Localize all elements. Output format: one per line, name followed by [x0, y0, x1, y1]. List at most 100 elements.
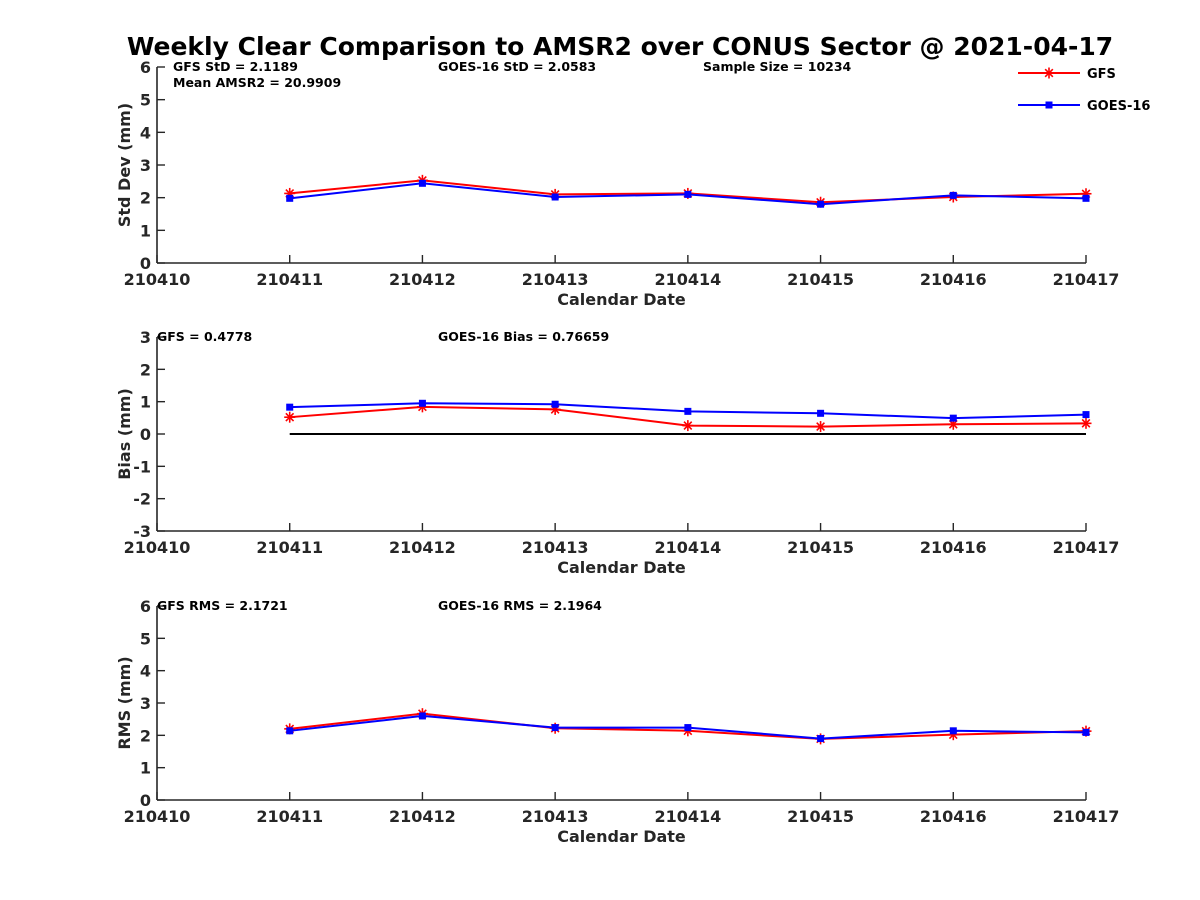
data-point	[284, 411, 296, 423]
x-tick-label: 210416	[920, 270, 987, 289]
annotation-mean: Mean AMSR2 = 20.9909	[173, 75, 341, 90]
data-point	[286, 727, 294, 735]
data-point	[1082, 194, 1090, 202]
x-tick-label: 210413	[522, 270, 589, 289]
data-point	[815, 421, 827, 433]
y-tick-label: -1	[133, 457, 151, 476]
x-tick-label: 210410	[124, 538, 191, 557]
y-tick-label: 5	[140, 91, 151, 110]
data-point	[682, 420, 694, 432]
y-tick-label: 0	[140, 254, 151, 273]
data-point	[551, 400, 559, 408]
x-tick-label: 210414	[654, 807, 721, 826]
y-tick-label: 4	[140, 123, 151, 142]
data-point	[418, 399, 426, 407]
y-tick-label: 6	[140, 597, 151, 616]
data-point-stroke	[683, 421, 693, 431]
x-tick-label: 210416	[920, 807, 987, 826]
annotation-gfs: GFS StD = 2.1189	[173, 59, 298, 74]
x-tick-label: 210417	[1053, 807, 1120, 826]
data-point-stroke	[816, 422, 825, 431]
data-point	[684, 190, 692, 198]
y-tick-label: 5	[140, 629, 151, 648]
y-tick-label: 1	[140, 221, 151, 240]
y-tick-label: -2	[133, 490, 151, 509]
x-tick-label: 210413	[522, 538, 589, 557]
y-tick-label: 2	[140, 189, 151, 208]
x-axis-label: Calendar Date	[557, 558, 686, 577]
y-axis-label: Std Dev (mm)	[115, 103, 134, 227]
y-tick-label: 4	[140, 662, 151, 681]
data-point	[1082, 728, 1090, 736]
data-point	[286, 403, 294, 411]
legend-marker-stroke	[1044, 68, 1054, 78]
data-point	[817, 735, 825, 743]
x-tick-label: 210412	[389, 270, 456, 289]
chart-panel-1: 0 1 2 3 4 5 6 210410 210411 210412 210413 210414 210…	[115, 58, 1119, 309]
y-axis-label: Bias (mm)	[115, 388, 134, 480]
x-tick-label: 210410	[124, 270, 191, 289]
y-tick-label: 6	[140, 58, 151, 77]
data-point	[684, 407, 692, 415]
data-point	[947, 418, 959, 430]
data-point	[1082, 411, 1090, 419]
data-point	[949, 414, 957, 422]
data-point-stroke	[1081, 418, 1091, 428]
x-tick-label: 210411	[256, 807, 323, 826]
data-point	[817, 409, 825, 417]
x-axis-label: Calendar Date	[557, 290, 686, 309]
y-tick-label: 3	[140, 156, 151, 175]
data-point-stroke	[948, 419, 958, 429]
x-tick-label: 210412	[389, 538, 456, 557]
x-tick-label: 210417	[1053, 270, 1120, 289]
data-point	[286, 194, 294, 202]
chart-panel-3: 0 1 2 3 4 5 6 210410 210411 210412 210413 210414 210…	[115, 597, 1119, 846]
chart-panel-2: -3 -2 -1 0 1 2 3 210410 210411 210412 210413 210414…	[115, 328, 1119, 577]
x-tick-label: 210414	[654, 270, 721, 289]
legend-label: GOES-16	[1087, 99, 1150, 114]
y-tick-label: -3	[133, 522, 151, 541]
y-tick-label: 0	[140, 425, 151, 444]
figure-title: Weekly Clear Comparison to AMSR2 over CO…	[127, 32, 1113, 61]
y-axis-label: RMS (mm)	[115, 656, 134, 749]
y-tick-label: 2	[140, 726, 151, 745]
x-tick-label: 210411	[256, 270, 323, 289]
y-tick-label: 1	[140, 393, 151, 412]
legend-label: GFS	[1087, 67, 1116, 82]
annotation-sample: Sample Size = 10234	[703, 59, 852, 74]
y-tick-label: 1	[140, 759, 151, 778]
x-tick-label: 210415	[787, 270, 854, 289]
data-point	[418, 179, 426, 187]
y-tick-label: 0	[140, 791, 151, 810]
y-tick-label: 3	[140, 328, 151, 347]
data-point	[949, 727, 957, 735]
x-tick-label: 210417	[1053, 538, 1120, 557]
x-tick-label: 210415	[787, 807, 854, 826]
annotation-goes: GOES-16 Bias = 0.76659	[438, 329, 609, 344]
x-tick-label: 210412	[389, 807, 456, 826]
series-goes-16	[286, 179, 1090, 208]
y-tick-label: 3	[140, 694, 151, 713]
x-tick-label: 210415	[787, 538, 854, 557]
legend-marker	[1045, 101, 1053, 109]
annotation-goes: GOES-16 StD = 2.0583	[438, 59, 596, 74]
series-goes-16	[286, 399, 1090, 422]
legend: GFS GOES-16	[1018, 67, 1150, 114]
data-point	[551, 193, 559, 201]
data-point	[817, 200, 825, 208]
x-tick-label: 210413	[522, 807, 589, 826]
x-axis-label: Calendar Date	[557, 827, 686, 846]
annotation-gfs: GFS RMS = 2.1721	[157, 598, 288, 613]
annotation-gfs: GFS = 0.4778	[157, 329, 252, 344]
series-goes-16	[286, 712, 1090, 743]
x-tick-label: 210414	[654, 538, 721, 557]
annotation-goes: GOES-16 RMS = 2.1964	[438, 598, 602, 613]
data-point	[418, 712, 426, 720]
x-tick-label: 210410	[124, 807, 191, 826]
data-point	[684, 724, 692, 732]
y-tick-label: 2	[140, 360, 151, 379]
x-tick-label: 210411	[256, 538, 323, 557]
data-point	[1080, 417, 1092, 429]
